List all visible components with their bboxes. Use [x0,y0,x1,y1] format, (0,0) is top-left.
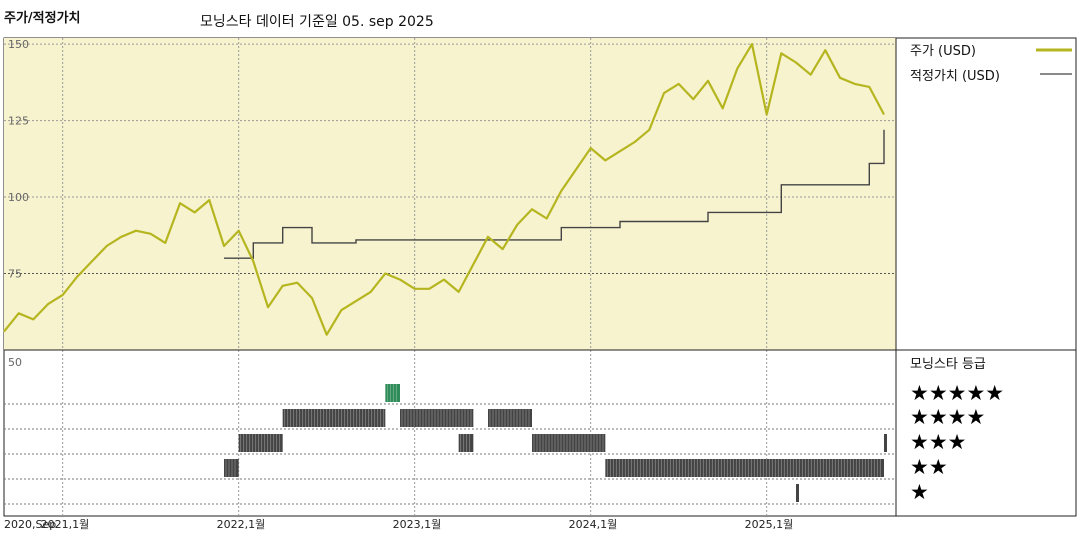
rating-bar-fill [796,484,799,502]
rating-bar-4-star [282,409,386,427]
rating-bar-3-star [458,434,474,452]
rating-bars [224,384,887,502]
legend: 주가 (USD) 적정가치 (USD) 모닝스타 등급 ★★★★★ ★★★★ ★… [910,44,1072,504]
y-tick-label: 125 [8,115,29,128]
price-line [3,42,885,336]
legend-stars-1: ★ [910,480,929,504]
chart-left-title: 주가/적정가치 [4,10,81,26]
rating-bar-1-star [796,484,799,502]
rating-gridlines [4,403,896,505]
legend-stars-2: ★★ [910,455,948,479]
rating-bar-3-star [884,434,887,452]
y-tick-label: 100 [8,191,29,204]
rating-bar-3-star [238,434,283,452]
legend-stars-3: ★★★ [910,430,966,454]
x-tick-label: 2023,1월 [393,518,442,531]
rating-bar-fill [605,459,884,477]
price-y-ticks: 150 125 100 75 [8,38,29,280]
rating-bar-4-star [400,409,474,427]
legend-price-label: 주가 (USD) [910,44,976,59]
rating-bar-fill [238,434,283,452]
rating-bar-fill [224,459,239,477]
price-gridlines [4,38,896,516]
y-tick-label: 75 [8,268,22,281]
rating-bar-fill [458,434,474,452]
rating-bar-fill [884,434,887,452]
x-tick-label: 2024,1월 [569,518,618,531]
rating-bar-fill [385,384,400,402]
rating-bar-fill [282,409,386,427]
rating-bar-fill [488,409,532,427]
legend-fair-label: 적정가치 (USD) [910,69,1000,84]
fair-value-line [224,129,885,259]
rating-bar-fill [532,434,606,452]
price-plot-area [4,38,896,350]
x-tick-label: 2022,1월 [217,518,266,531]
rating-bar-2-star [224,459,239,477]
y-tick-label: 150 [8,38,29,51]
rating-top-label: 50 [8,356,22,369]
chart-title: 모닝스타 데이터 기준일 05. sep 2025 [200,14,434,30]
rating-bar-4-star [488,409,532,427]
rating-bar-fill [400,409,474,427]
legend-rating-title: 모닝스타 등급 [910,357,986,372]
legend-stars-5: ★★★★★ [910,381,1004,405]
rating-bar-2-star [605,459,884,477]
x-tick-label: 2025,1월 [745,518,794,531]
rating-bar-3-star [532,434,606,452]
rating-bar-5-star [385,384,400,402]
x-tick-label: 2020,Sep [4,518,56,531]
x-tick-label: 2021,1월 [41,518,90,531]
legend-stars-4: ★★★★ [910,405,985,429]
